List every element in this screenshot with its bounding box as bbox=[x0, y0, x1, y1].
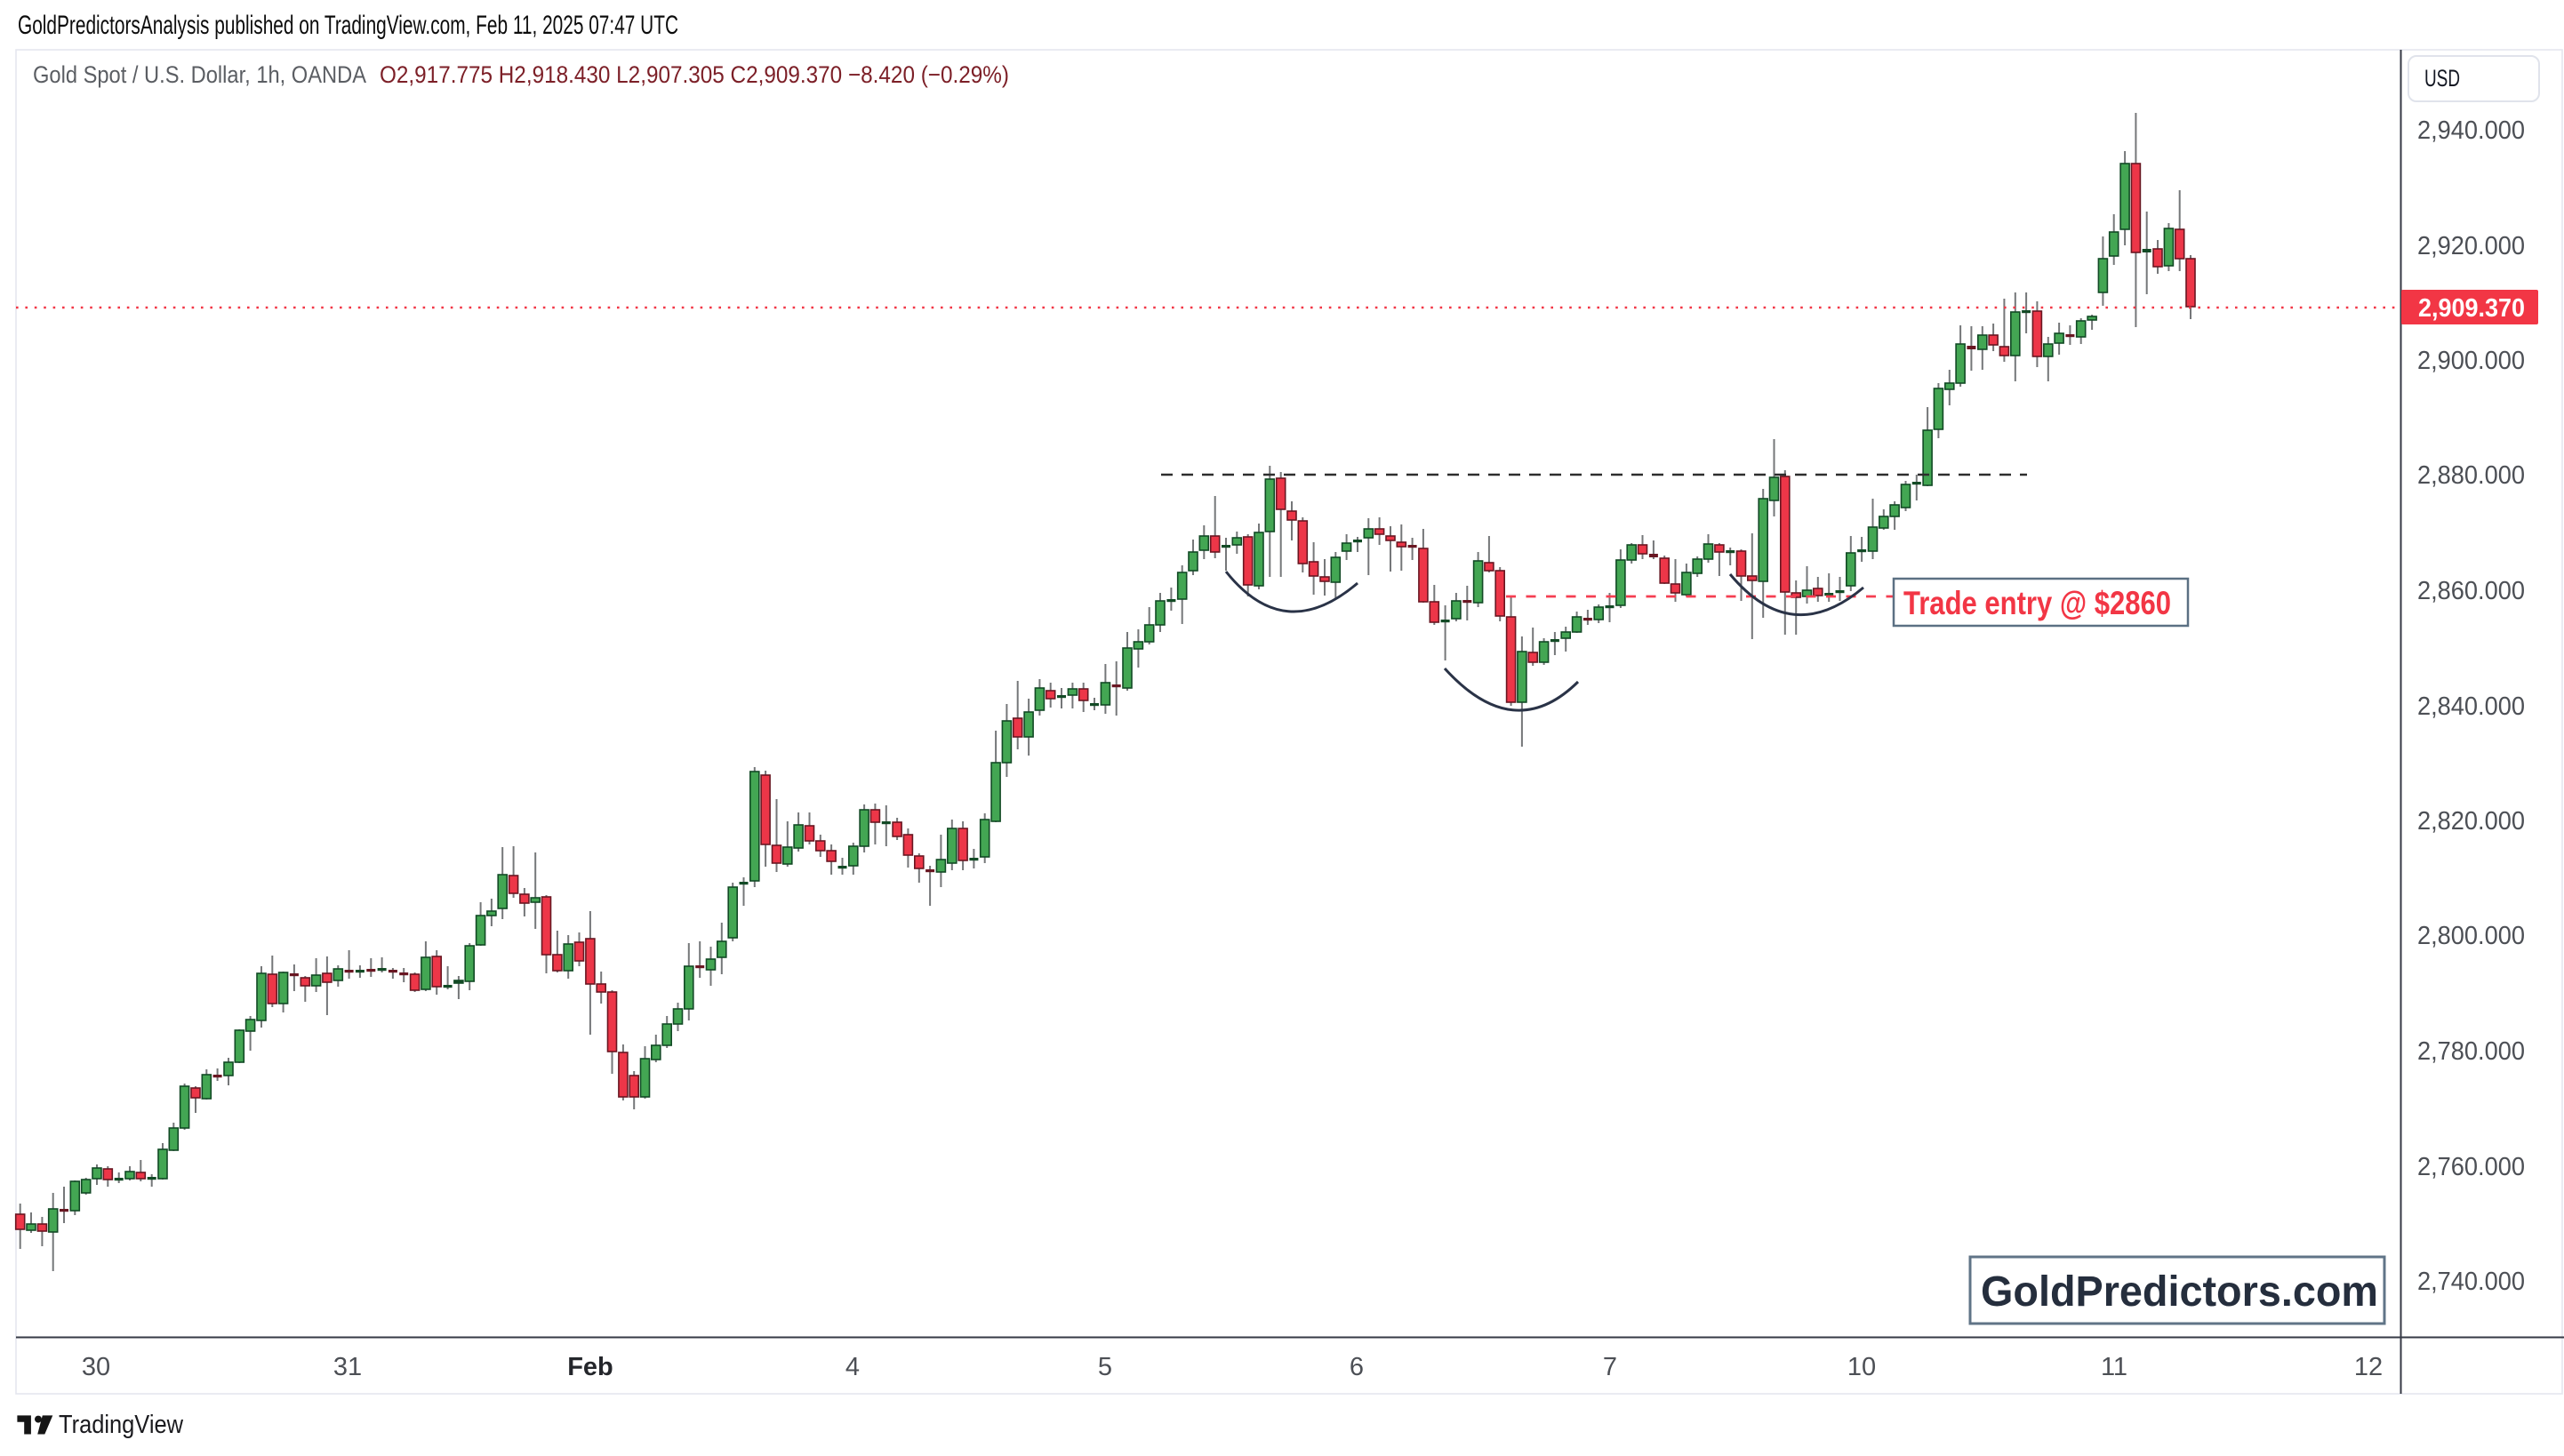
svg-text:Trade entry @ $2860: Trade entry @ $2860 bbox=[1903, 585, 2171, 621]
svg-text:4: 4 bbox=[845, 1353, 860, 1381]
svg-text:5: 5 bbox=[1098, 1353, 1112, 1381]
svg-text:2,820.000: 2,820.000 bbox=[2417, 807, 2525, 836]
svg-text:31: 31 bbox=[333, 1353, 362, 1381]
svg-text:30: 30 bbox=[82, 1353, 110, 1381]
svg-text:2,860.000: 2,860.000 bbox=[2417, 577, 2525, 605]
svg-text:6: 6 bbox=[1350, 1353, 1364, 1381]
svg-text:USD: USD bbox=[2424, 65, 2460, 92]
svg-text:GoldPredictorsAnalysis publish: GoldPredictorsAnalysis published on Trad… bbox=[18, 11, 678, 40]
svg-text:GoldPredictors.com: GoldPredictors.com bbox=[1981, 1268, 2378, 1316]
svg-text:11: 11 bbox=[2101, 1353, 2127, 1381]
svg-text:2,800.000: 2,800.000 bbox=[2417, 922, 2525, 950]
svg-text:2,920.000: 2,920.000 bbox=[2417, 232, 2525, 260]
svg-text:2,780.000: 2,780.000 bbox=[2417, 1037, 2525, 1066]
svg-text:O2,917.775 H2,918.430 L2,907.3: O2,917.775 H2,918.430 L2,907.305 C2,909.… bbox=[380, 61, 1009, 88]
svg-text:12: 12 bbox=[2354, 1353, 2383, 1381]
svg-text:2,900.000: 2,900.000 bbox=[2417, 347, 2525, 375]
svg-text:Gold Spot / U.S. Dollar, 1h, O: Gold Spot / U.S. Dollar, 1h, OANDA bbox=[33, 61, 366, 88]
svg-text:2,880.000: 2,880.000 bbox=[2417, 461, 2525, 490]
svg-text:7: 7 bbox=[1603, 1353, 1617, 1381]
svg-text:2,840.000: 2,840.000 bbox=[2417, 692, 2525, 721]
svg-text:2,909.370: 2,909.370 bbox=[2418, 294, 2525, 323]
svg-text:Feb: Feb bbox=[567, 1353, 613, 1381]
svg-text:2,940.000: 2,940.000 bbox=[2417, 116, 2525, 145]
svg-text:2,740.000: 2,740.000 bbox=[2417, 1268, 2525, 1296]
svg-text:2,760.000: 2,760.000 bbox=[2417, 1153, 2525, 1181]
svg-text:TradingView: TradingView bbox=[59, 1411, 184, 1439]
svg-text:10: 10 bbox=[1847, 1353, 1876, 1381]
